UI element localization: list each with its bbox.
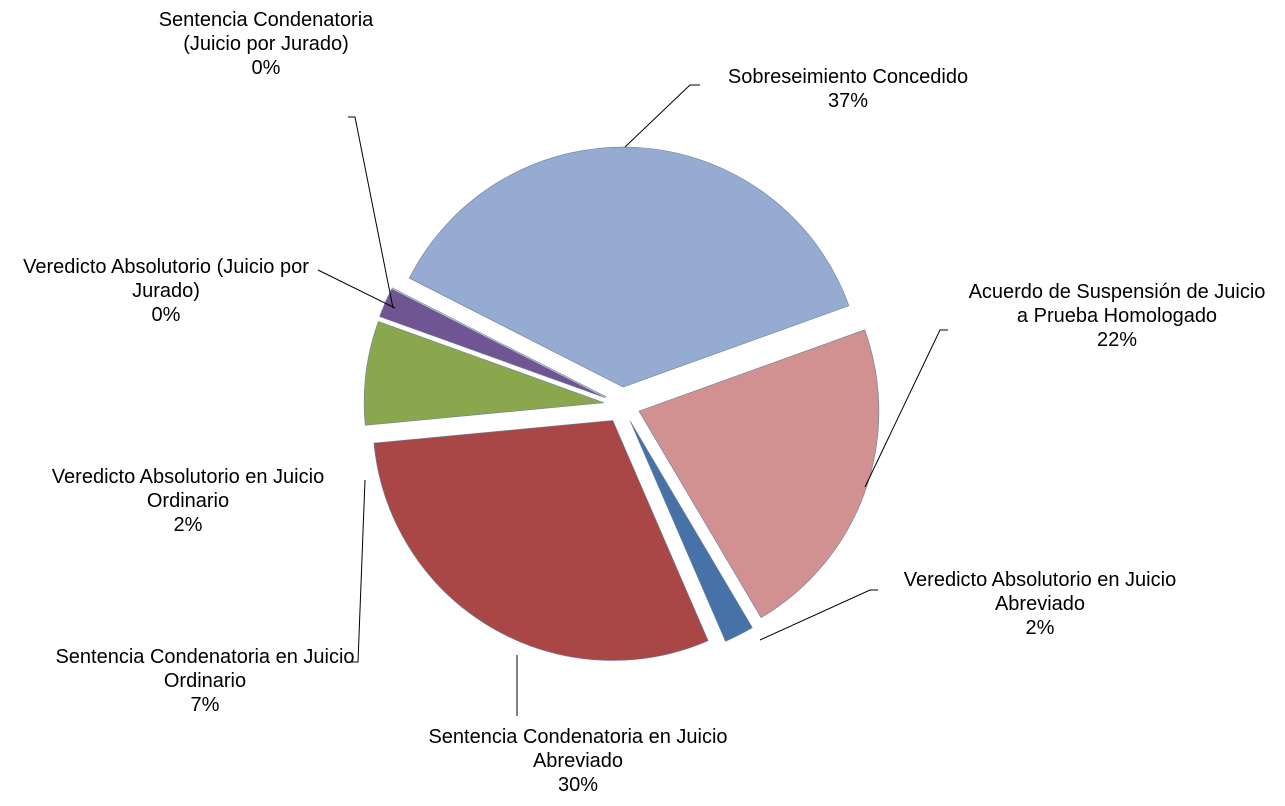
value-label: 2% (1025, 617, 1055, 639)
data-label: Sentencia Condenatoria (Juicio por Jurad… (136, 8, 396, 80)
category-label: Sobreseimiento Concedido (727, 66, 969, 88)
data-label: Sobreseimiento Concedido 37% (688, 65, 1008, 113)
value-label: 7% (190, 694, 220, 716)
category-label: Veredicto Absolutorio en Juicio Ordinari… (51, 466, 325, 512)
leader-line (317, 269, 396, 309)
data-label: Sentencia Condenatoria en Juicio Abrevia… (428, 725, 728, 797)
pie-slice (638, 329, 880, 619)
value-label: 30% (557, 774, 599, 796)
leader-line (348, 116, 394, 309)
pie-slice (629, 420, 753, 642)
data-label: Acuerdo de Suspensión de Juicio a Prueba… (967, 280, 1267, 352)
data-label: Veredicto Absolutorio (Juicio por Jurado… (11, 255, 321, 327)
leader-line (759, 589, 878, 641)
value-label: 37% (827, 90, 869, 112)
pie-slice (373, 420, 709, 661)
pie-slice (379, 288, 606, 399)
data-label: Sentencia Condenatoria en Juicio Ordinar… (55, 645, 355, 717)
pie-slice (363, 321, 605, 426)
category-label: Sentencia Condenatoria (Juicio por Jurad… (158, 9, 374, 55)
value-label: 2% (173, 514, 203, 536)
value-label: 0% (251, 57, 281, 79)
category-label: Veredicto Absolutorio en Juicio Abreviad… (903, 569, 1177, 615)
leader-line (350, 479, 366, 663)
category-label: Veredicto Absolutorio (Juicio por Jurado… (23, 256, 309, 302)
value-label: 0% (151, 304, 181, 326)
category-label: Acuerdo de Suspensión de Juicio a Prueba… (968, 281, 1266, 327)
leader-line (624, 84, 700, 148)
category-label: Sentencia Condenatoria en Juicio Abrevia… (428, 726, 728, 772)
data-label: Veredicto Absolutorio en Juicio Abreviad… (875, 568, 1205, 640)
value-label: 22% (1096, 329, 1138, 351)
leader-line (864, 329, 948, 488)
category-label: Sentencia Condenatoria en Juicio Ordinar… (55, 646, 355, 692)
data-label: Veredicto Absolutorio en Juicio Ordinari… (23, 465, 353, 537)
pie-slice (408, 146, 850, 388)
